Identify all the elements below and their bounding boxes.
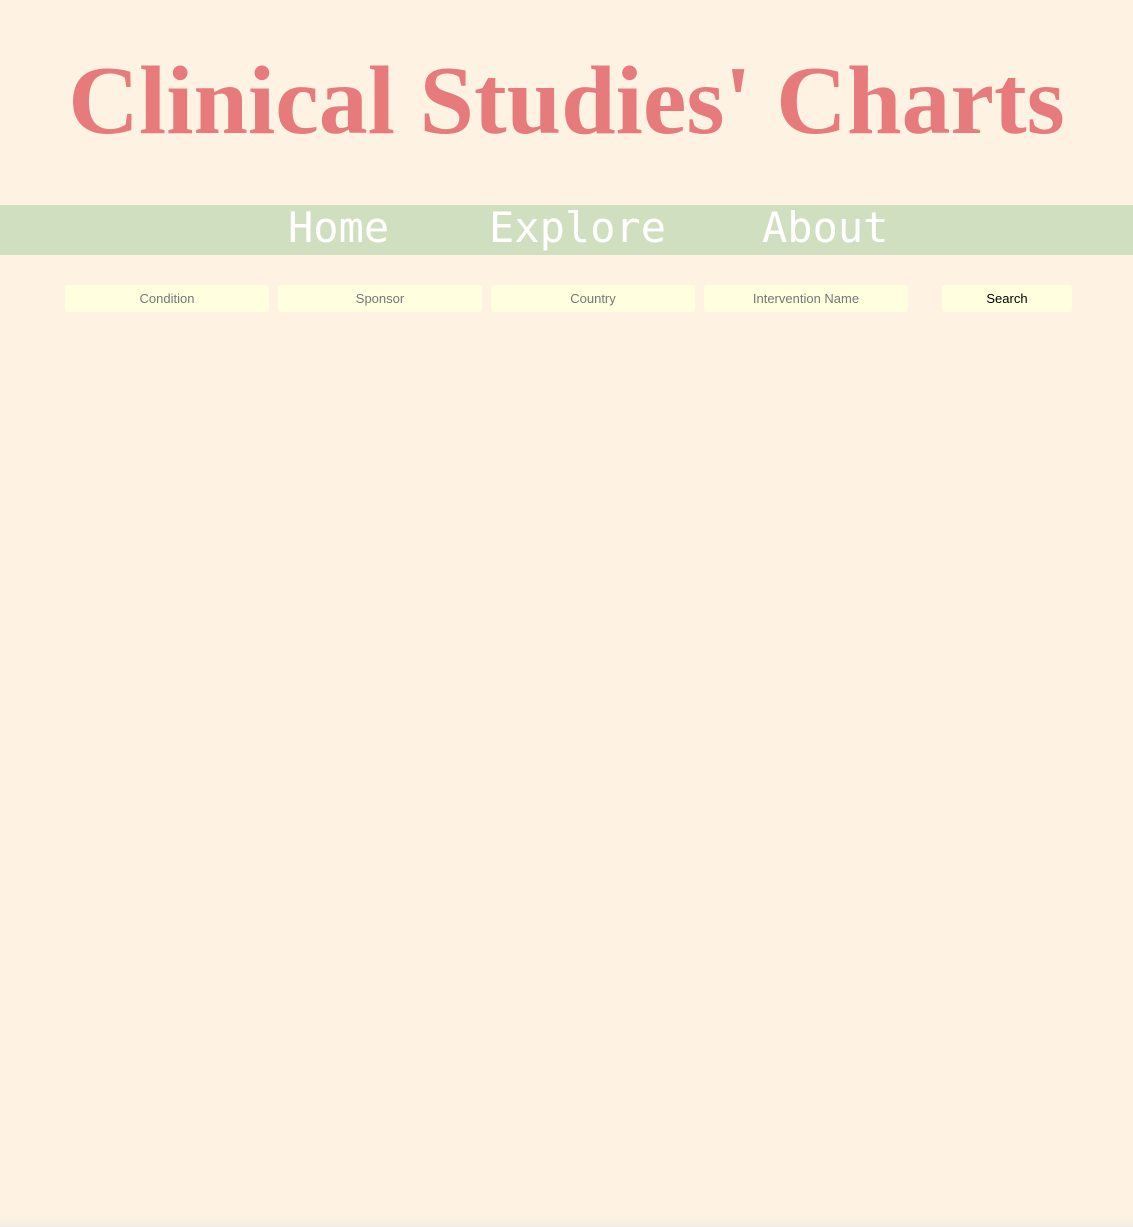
nav-bar: Home Explore About — [0, 205, 1133, 255]
nav-item-explore[interactable]: Explore — [489, 203, 667, 252]
nav-item-about[interactable]: About — [762, 203, 889, 252]
intervention-name-input[interactable] — [704, 285, 908, 312]
search-button[interactable]: Search — [942, 285, 1072, 312]
page-title: Clinical Studies' Charts — [68, 47, 1065, 155]
nav-item-home[interactable]: Home — [288, 203, 390, 252]
sponsor-input[interactable] — [278, 285, 482, 312]
condition-input[interactable] — [65, 285, 269, 312]
country-input[interactable] — [491, 285, 695, 312]
bottom-edge — [0, 1217, 1133, 1227]
